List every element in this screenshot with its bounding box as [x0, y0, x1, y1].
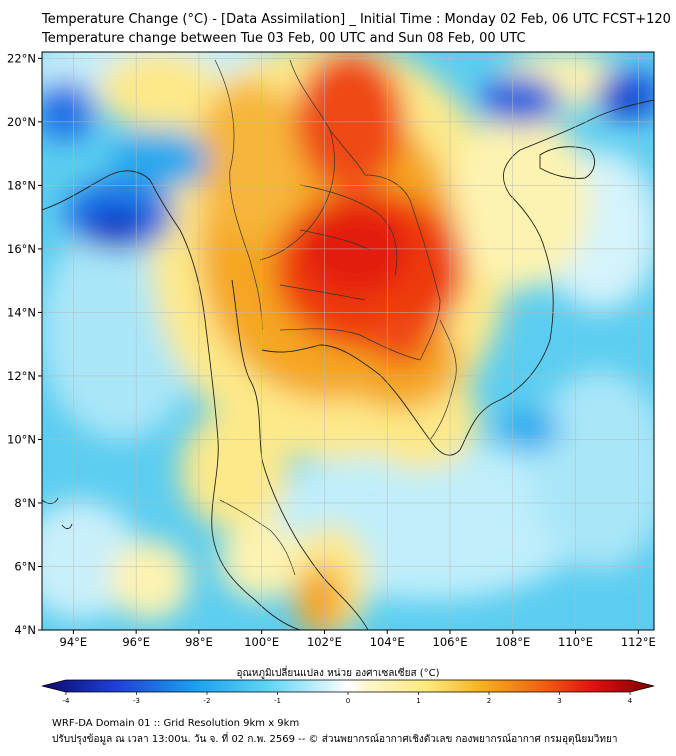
lat-tick-label: 18°N — [7, 178, 36, 192]
lon-tick-label: 96°E — [122, 635, 150, 649]
lon-tick-label: 112°E — [621, 635, 656, 649]
lat-tick-label: 8°N — [14, 496, 36, 510]
lat-tick-label: 12°N — [7, 369, 36, 383]
coastlines — [42, 99, 654, 630]
map-frame — [41, 51, 655, 631]
lon-tick-label: 104°E — [370, 635, 405, 649]
lat-tick-label: 16°N — [7, 242, 36, 256]
colorbar-bar — [41, 679, 655, 693]
lat-tick-label: 4°N — [14, 623, 36, 637]
lon-tick-label: 94°E — [60, 635, 88, 649]
lat-tick-label: 22°N — [7, 51, 36, 65]
lon-tick-label: 102°E — [307, 635, 342, 649]
longitude-axis: 94°E 96°E 98°E 100°E 102°E 104°E 106°E 108°E 110… — [60, 630, 656, 649]
colorbar-tick-label: 0 — [346, 697, 350, 705]
footer-model-info: WRF-DA Domain 01 :: Grid Resolution 9km … — [52, 718, 300, 729]
lon-tick-label: 108°E — [495, 635, 530, 649]
chart-title: Temperature Change (°C) - [Data Assimila… — [42, 12, 671, 27]
chart-subtitle: Temperature change between Tue 03 Feb, 0… — [42, 31, 526, 46]
colorbar: -4 -3 -2 -1 0 1 2 3 4 — [41, 679, 655, 705]
temperature-field — [42, 52, 654, 630]
colorbar-label: อุณหภูมิเปลี่ยนแปลง หน่วย องศาเซลเซียส (… — [236, 668, 440, 679]
lat-tick-label: 20°N — [7, 115, 36, 129]
lat-tick-label: 14°N — [7, 305, 36, 319]
colorbar-tick-label: 2 — [487, 697, 491, 705]
colorbar-ticks: -4 -3 -2 -1 0 1 2 3 4 — [63, 692, 633, 705]
colorbar-tick-label: 3 — [557, 697, 561, 705]
latitude-axis: 22°N 20°N 18°N 16°N 14°N 12°N 10°N 8°N 6°N 4°N — [7, 51, 42, 637]
lon-tick-label: 100°E — [244, 635, 279, 649]
lat-tick-label: 6°N — [14, 559, 36, 573]
colorbar-tick-label: -4 — [63, 697, 71, 705]
colorbar-tick-label: -3 — [133, 697, 140, 705]
lat-tick-label: 10°N — [7, 432, 36, 446]
colorbar-tick-label: 1 — [416, 697, 420, 705]
colorbar-tick-label: -1 — [274, 697, 281, 705]
lon-tick-label: 110°E — [558, 635, 593, 649]
colorbar-tick-label: 4 — [628, 697, 633, 705]
lon-tick-label: 106°E — [433, 635, 468, 649]
lon-tick-label: 98°E — [185, 635, 213, 649]
footer-credits: ปรับปรุงข้อมูล ณ เวลา 13:00น. วัน จ. ที่… — [52, 734, 618, 745]
colorbar-tick-label: -2 — [204, 697, 211, 705]
